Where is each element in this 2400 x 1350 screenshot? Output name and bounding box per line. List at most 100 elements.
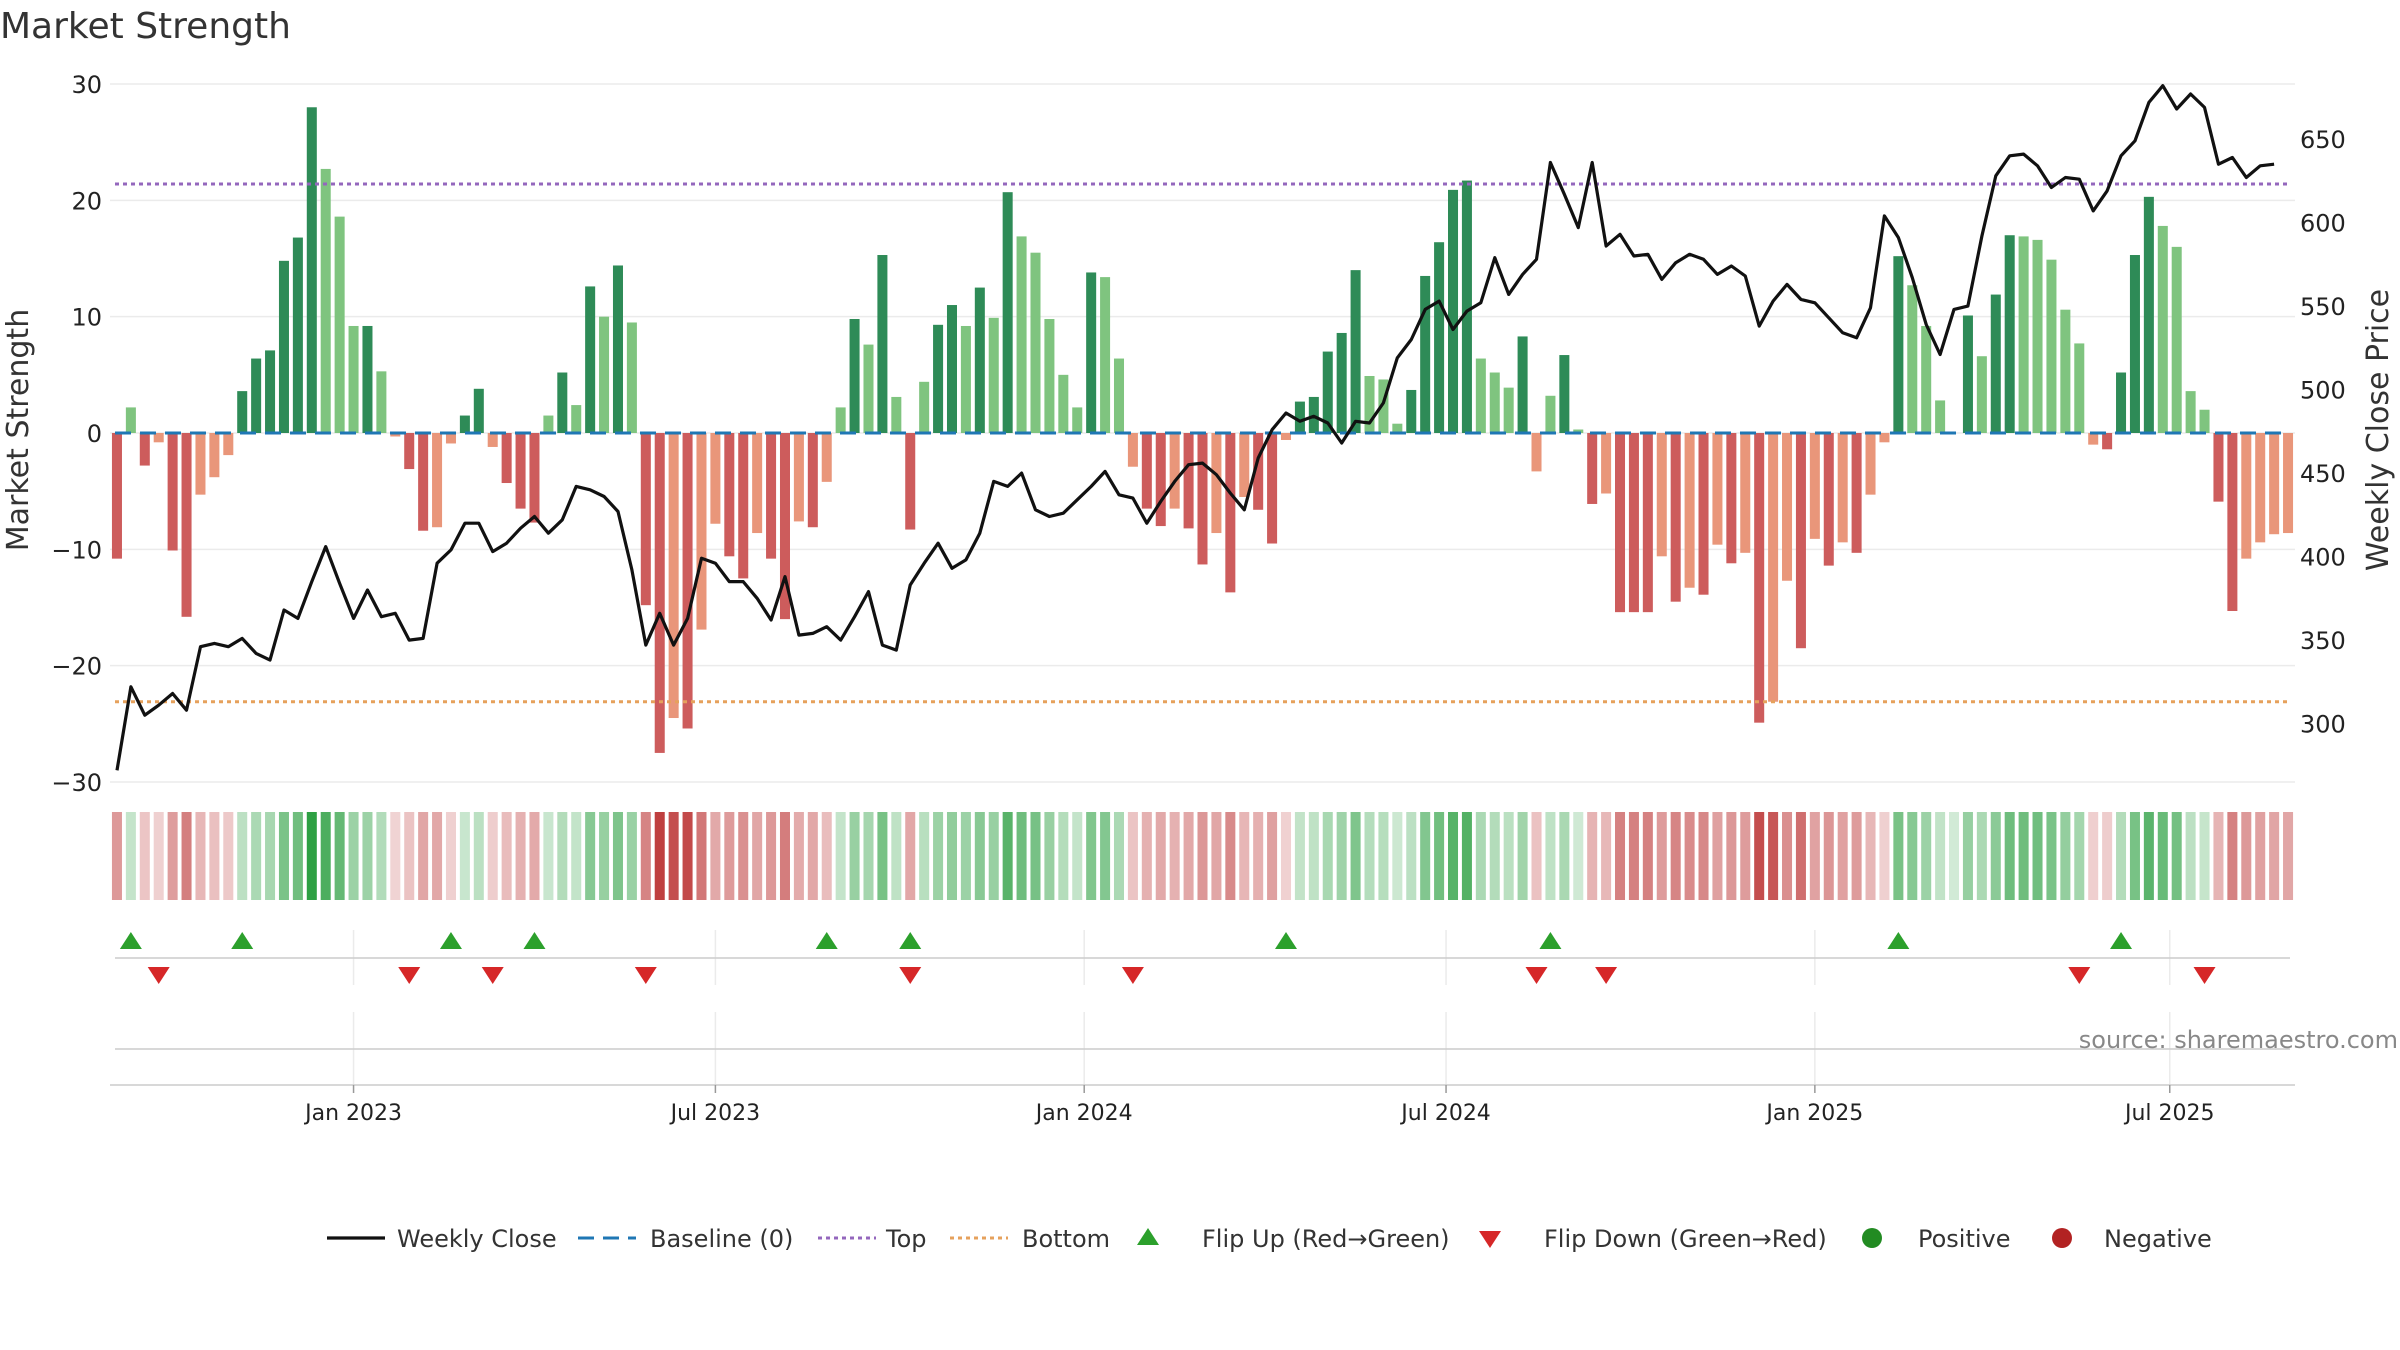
strength-bar [292, 237, 303, 433]
strength-bar [2129, 255, 2140, 433]
heat-cell [1336, 812, 1347, 900]
heat-cell [1754, 812, 1765, 900]
heat-cell [793, 812, 804, 900]
heat-cell [1002, 812, 1013, 900]
x-tick-label: Jan 2025 [1764, 1101, 1863, 1126]
heat-cell [292, 812, 303, 900]
heat-cell [1058, 812, 1069, 900]
strength-bar [2032, 239, 2043, 433]
strength-bar [306, 107, 317, 434]
strength-bar [237, 391, 248, 433]
strength-bar [473, 388, 484, 433]
strength-bar [946, 305, 958, 433]
heat-cell [1030, 812, 1041, 900]
flip-up-marker [231, 932, 254, 949]
strength-bar [125, 407, 136, 433]
heat-cell [1587, 812, 1598, 900]
strength-bar [195, 433, 206, 495]
flip-down-marker [634, 967, 657, 984]
strength-bars [111, 107, 2294, 753]
left-tick-label: −30 [51, 769, 102, 797]
heat-cell [1698, 812, 1709, 900]
strength-bar [167, 433, 178, 551]
heat-cell [390, 812, 401, 900]
strength-bar [1044, 318, 1055, 433]
strength-bar [1447, 189, 1459, 433]
level-lines [115, 182, 2290, 704]
heat-cell [1851, 812, 1862, 900]
strength-bar [1754, 433, 1765, 723]
strength-bar [1712, 433, 1723, 545]
x-tick-label: Jul 2024 [1399, 1101, 1491, 1126]
strength-bar [223, 433, 234, 456]
strength-bar [849, 318, 860, 433]
heat-cell [2004, 812, 2015, 900]
strength-bar [515, 433, 526, 509]
heat-cell [2018, 812, 2029, 900]
strength-bar [487, 433, 498, 447]
heat-cell [2199, 812, 2210, 900]
heat-cell [543, 812, 554, 900]
heat-cell [1517, 812, 1528, 900]
strength-bar [1016, 236, 1027, 433]
heat-cell [696, 812, 707, 900]
strength-bar [1420, 275, 1431, 433]
strength-bar [390, 433, 401, 437]
heat-cell [1364, 812, 1375, 900]
heat-cell [905, 812, 916, 900]
heat-cell [1489, 812, 1500, 900]
heat-cell [640, 812, 651, 900]
flip-down-marker [899, 967, 922, 984]
strength-bar [1100, 277, 1111, 433]
heat-cell [1837, 812, 1848, 900]
heat-cell [946, 812, 958, 900]
heat-cell [1197, 812, 1208, 900]
right-tick-label: 650 [2300, 126, 2346, 154]
strength-bar [1030, 252, 1041, 433]
heat-cell [821, 812, 832, 900]
strength-bar [1851, 433, 1862, 553]
heat-cell [1740, 812, 1751, 900]
heat-cell [306, 812, 317, 900]
strength-bar [1921, 325, 1932, 433]
heat-cell [1280, 812, 1292, 900]
heat-cell [557, 812, 568, 900]
heat-cell [2241, 812, 2252, 900]
heat-cell [2088, 812, 2099, 900]
heat-cell [2102, 812, 2113, 900]
right-tick-label: 300 [2300, 711, 2346, 739]
heat-cell [1809, 812, 1820, 900]
legend-swatch-positive [1862, 1228, 1882, 1248]
heat-cell [1322, 812, 1333, 900]
heat-cell [2129, 812, 2140, 900]
heat-cell [1475, 812, 1486, 900]
strength-bar [1141, 433, 1152, 509]
strength-bar [1461, 180, 1472, 433]
heat-cell [1155, 812, 1166, 900]
heat-cell [2213, 812, 2224, 900]
heat-cell [1183, 812, 1194, 900]
flip-down-marker [481, 967, 504, 984]
strength-bar [1573, 429, 1584, 433]
heat-cell [195, 812, 206, 900]
strength-bar [1962, 315, 1973, 433]
heat-cell [1656, 812, 1667, 900]
heat-cell [1169, 812, 1180, 900]
strength-bar [1475, 358, 1486, 433]
heat-cell [1559, 812, 1570, 900]
heat-cell [1684, 812, 1695, 900]
legend-swatch-flip-down [1479, 1231, 1501, 1248]
strength-bar [459, 415, 470, 433]
heat-cell [2283, 812, 2294, 900]
heat-cell [487, 812, 498, 900]
heat-cell [1100, 812, 1111, 900]
strength-bar [1197, 433, 1208, 565]
flip-down-marker [2193, 967, 2216, 984]
heat-cell [2032, 812, 2043, 900]
heat-cell [362, 812, 373, 900]
strength-bar [1809, 433, 1820, 539]
strength-bar [376, 371, 387, 433]
grid-lines [110, 83, 2295, 1086]
strength-bar [445, 433, 456, 444]
left-tick-label: 0 [87, 420, 102, 448]
